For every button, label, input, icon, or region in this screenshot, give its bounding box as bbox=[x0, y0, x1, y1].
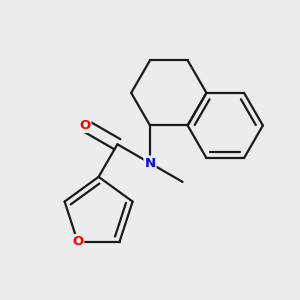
Text: N: N bbox=[144, 157, 156, 169]
Text: O: O bbox=[79, 119, 91, 132]
Text: O: O bbox=[72, 235, 83, 248]
